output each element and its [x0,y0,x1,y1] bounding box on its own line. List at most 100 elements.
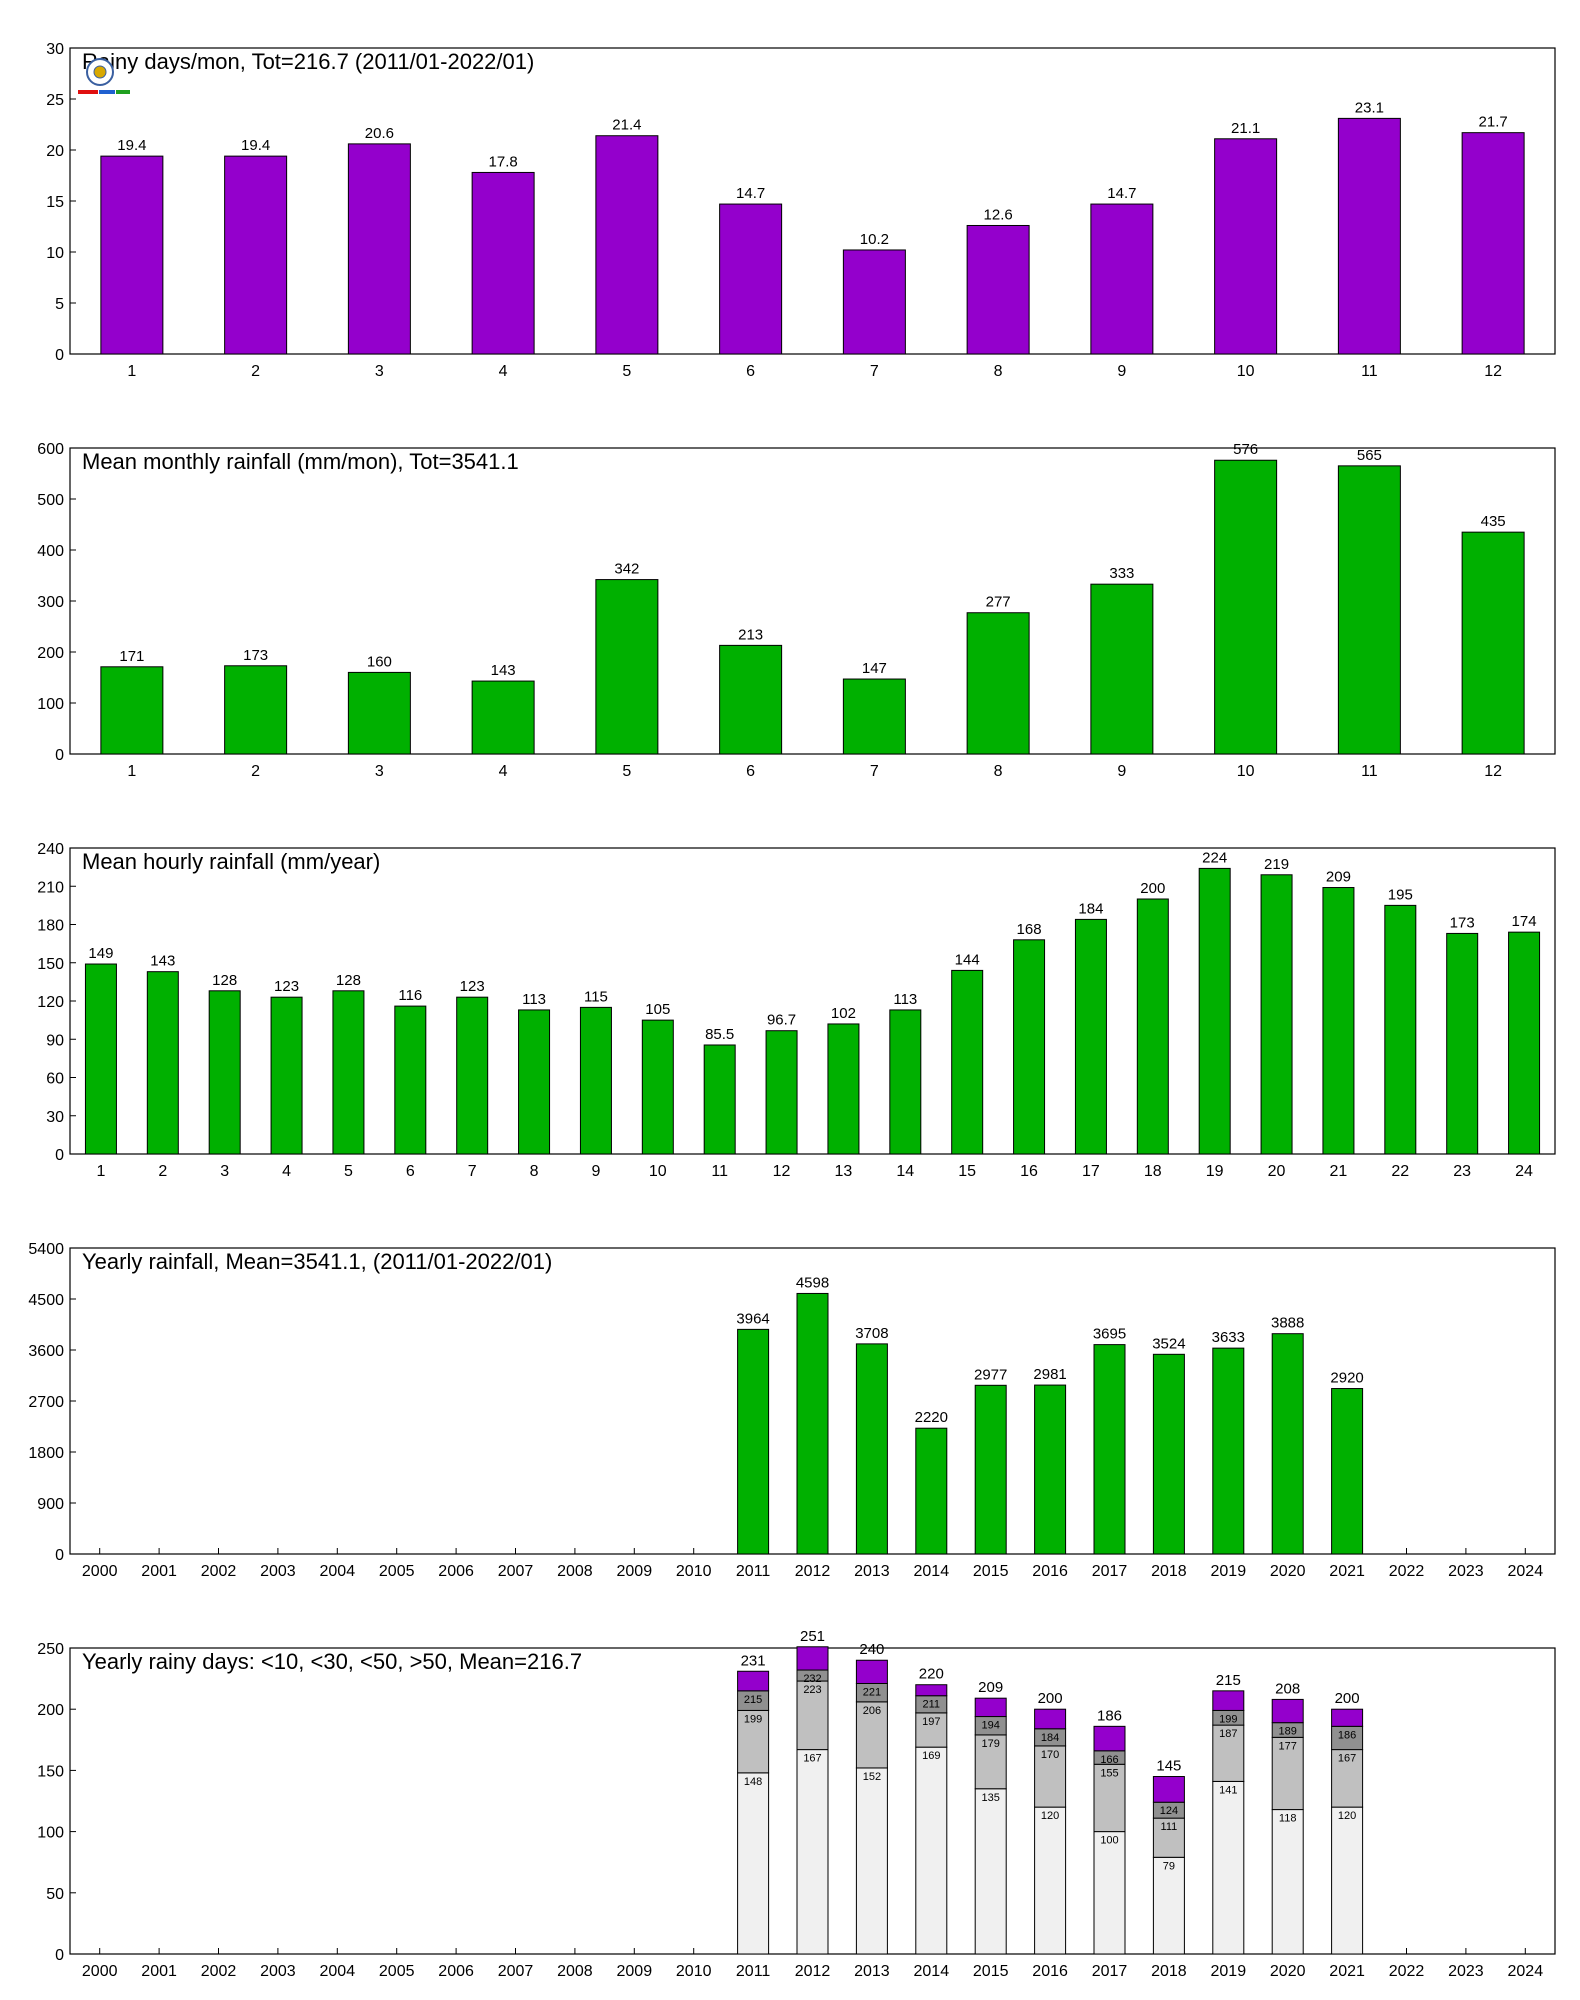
stack-segment-label: 155 [1100,1767,1118,1779]
bar-value-label: 3524 [1152,1335,1185,1352]
bar-total-label: 200 [1335,1690,1360,1707]
stack-segment [796,1680,829,1751]
bar [915,1427,948,1555]
bar-value-label: 3633 [1212,1329,1245,1346]
x-tick-label: 5 [622,763,631,780]
stack-segment [1331,1708,1364,1727]
y-tick-label: 60 [46,1071,64,1088]
bar [224,155,288,355]
x-tick-label: 2003 [260,1963,296,1980]
x-tick-label: 4 [499,363,508,380]
x-tick-label: 23 [1453,1163,1471,1180]
stack-segment-label: 179 [982,1738,1000,1750]
bar-value-label: 576 [1233,441,1258,458]
chart-title: Yearly rainfall, Mean=3541.1, (2011/01-2… [82,1249,552,1274]
x-tick-label: 1 [96,1163,105,1180]
bar [1446,932,1479,1155]
x-tick-label: 2023 [1448,1563,1484,1580]
stack-segment-label: 197 [922,1716,940,1728]
stack-segment [974,1697,1007,1718]
bar-value-label: 12.6 [984,206,1013,223]
plot-frame [69,447,1556,755]
bar [1013,939,1046,1155]
stack-segment [1212,1724,1245,1782]
x-tick-label: 2 [251,363,260,380]
bar-value-label: 85.5 [705,1026,734,1043]
bar [100,155,164,355]
x-tick-label: 2018 [1151,1563,1187,1580]
bar-total-label: 145 [1156,1758,1181,1775]
x-tick-label: 2009 [617,1563,653,1580]
x-tick-label: 3 [375,363,384,380]
x-tick-label: 2010 [676,1963,712,1980]
x-tick-label: 2009 [617,1963,653,1980]
x-tick-label: 14 [896,1163,914,1180]
bar [471,171,535,355]
y-tick-label: 30 [46,1109,64,1126]
y-tick-label: 90 [46,1032,64,1049]
y-tick-label: 5 [55,296,64,313]
bar-value-label: 200 [1140,880,1165,897]
x-tick-label: 1 [127,763,136,780]
x-tick-label: 2002 [201,1563,237,1580]
x-tick-label: 11 [1361,363,1378,380]
bar [1461,531,1525,755]
bar [100,666,164,755]
bar-value-label: 173 [243,647,268,664]
stack-segment [855,1701,888,1769]
y-tick-label: 200 [37,1702,64,1719]
stack-segment-label: 148 [744,1776,762,1788]
y-tick-label: 400 [37,543,64,560]
bar [719,644,783,755]
stack-segment-label: 100 [1100,1835,1118,1847]
bar-value-label: 143 [491,662,516,679]
x-tick-label: 2014 [914,1963,950,1980]
y-tick-label: 15 [46,194,64,211]
bar [966,612,1030,755]
stack-segment [974,1734,1007,1790]
x-tick-label: 2019 [1211,1563,1247,1580]
stack-segment-label: 169 [922,1750,940,1762]
stack-segment-label: 199 [1219,1713,1237,1725]
x-tick-label: 2020 [1270,1963,1306,1980]
y-tick-label: 300 [37,594,64,611]
x-tick-label: 2007 [498,1963,534,1980]
chart-panel-2: Mean monthly rainfall (mm/mon), Tot=3541… [37,441,1556,780]
stack-segment-label: 120 [1338,1810,1356,1822]
x-tick-label: 12 [1484,363,1502,380]
bar [1461,132,1525,355]
x-tick-label: 2016 [1032,1563,1068,1580]
bar-value-label: 2220 [915,1409,948,1426]
y-tick-label: 30 [46,41,64,58]
x-tick-label: 20 [1268,1163,1286,1180]
bar [518,1009,551,1155]
y-tick-label: 180 [37,918,64,935]
bar-value-label: 2981 [1033,1366,1066,1383]
x-tick-label: 2021 [1329,1963,1365,1980]
stack-segment [1331,1806,1364,1955]
y-tick-label: 1800 [28,1445,64,1462]
x-tick-label: 6 [746,763,755,780]
plot-frame [69,47,1556,355]
x-tick-label: 19 [1206,1163,1224,1180]
stack-segment-label: 199 [744,1713,762,1725]
stack-segment-label: 120 [1041,1810,1059,1822]
bar-total-label: 186 [1097,1707,1122,1724]
x-tick-label: 16 [1020,1163,1038,1180]
x-tick-label: 6 [746,363,755,380]
bar [1384,904,1417,1155]
bar-value-label: 20.6 [365,125,394,142]
y-tick-label: 0 [55,1547,64,1564]
stack-segment [1093,1763,1126,1833]
stack-segment-label: 170 [1041,1749,1059,1761]
x-tick-label: 9 [591,1163,600,1180]
bar [1034,1384,1067,1555]
x-tick-label: 3 [375,763,384,780]
bar [1214,138,1278,355]
bar [641,1019,674,1155]
stack-segment-label: 124 [1160,1805,1178,1817]
y-tick-label: 0 [55,347,64,364]
bar [208,990,241,1155]
x-tick-label: 2008 [557,1963,593,1980]
bar-total-label: 231 [741,1652,766,1669]
